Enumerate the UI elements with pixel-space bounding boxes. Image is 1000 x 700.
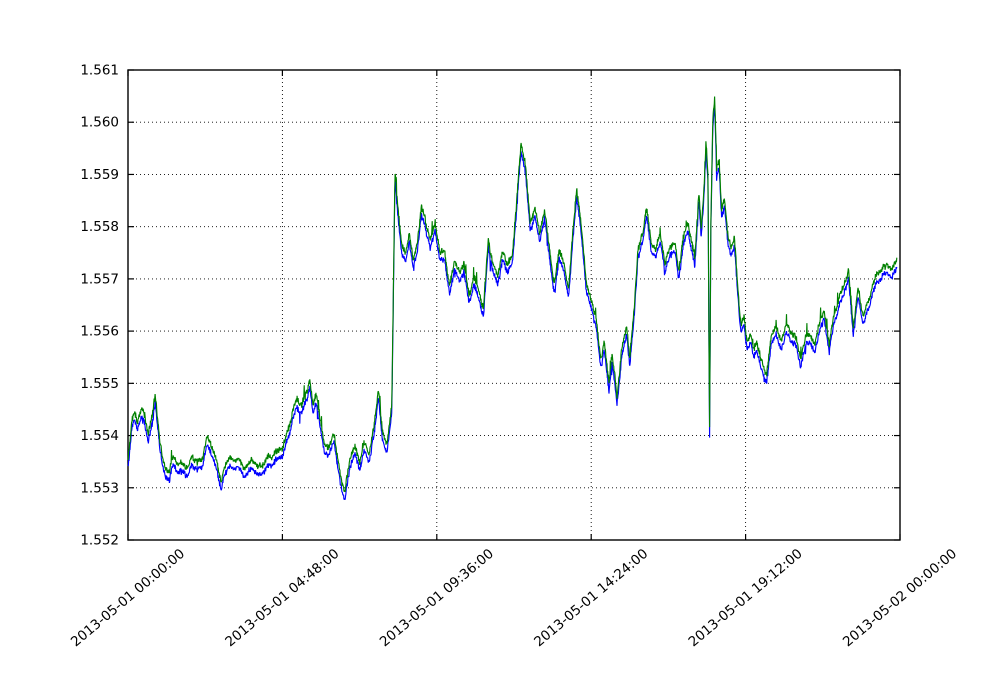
x-tick-label-group: 2013-05-01 14:24:00 xyxy=(531,546,651,650)
plot-frame xyxy=(127,69,901,541)
y-tick-label: 1.555 xyxy=(80,376,119,392)
x-tick-label-group: 2013-05-01 09:36:00 xyxy=(377,546,497,650)
x-tick-label-group: 2013-05-01 04:48:00 xyxy=(222,546,342,650)
y-tick-label: 1.556 xyxy=(80,324,119,340)
y-tick-label: 1.561 xyxy=(80,63,119,79)
x-tick-label: 2013-05-01 19:12:00 xyxy=(686,546,806,650)
x-tick-label: 2013-05-02 00:00:00 xyxy=(840,546,960,650)
y-tick-label: 1.554 xyxy=(80,428,119,444)
x-tick-label-group: 2013-05-02 00:00:00 xyxy=(840,546,960,650)
x-tick-label: 2013-05-01 14:24:00 xyxy=(531,546,651,650)
x-tick-label: 2013-05-01 04:48:00 xyxy=(222,546,342,650)
x-tick-label-group: 2013-05-01 00:00:00 xyxy=(68,546,188,650)
x-tick-label-group: 2013-05-01 19:12:00 xyxy=(686,546,806,650)
x-tick-label: 2013-05-01 09:36:00 xyxy=(377,546,497,650)
y-tick-label: 1.552 xyxy=(80,533,119,549)
x-tick-label: 2013-05-01 00:00:00 xyxy=(68,546,188,650)
y-tick-label: 1.557 xyxy=(80,271,119,287)
y-tick-label: 1.558 xyxy=(80,219,119,235)
y-tick-label: 1.553 xyxy=(80,480,119,496)
y-tick-label: 1.560 xyxy=(80,115,119,131)
line-blue xyxy=(127,105,898,501)
y-tick-label: 1.559 xyxy=(80,167,119,183)
line-green xyxy=(127,96,898,493)
